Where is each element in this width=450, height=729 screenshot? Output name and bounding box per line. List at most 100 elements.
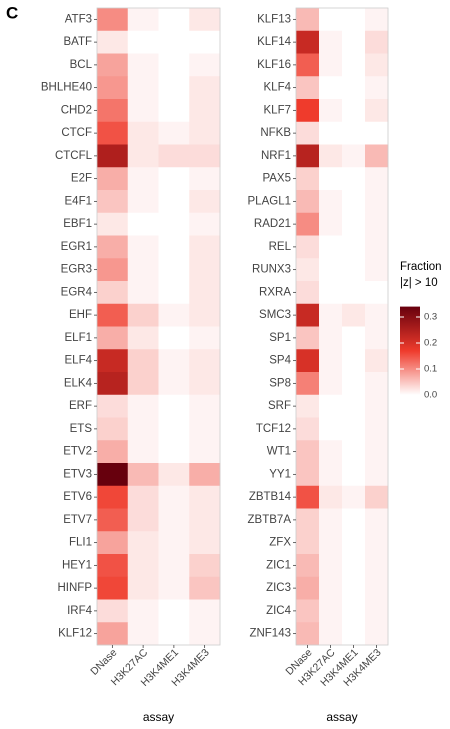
heat-cell: [365, 76, 389, 100]
heat-cell: [365, 235, 389, 259]
heat-cell: [189, 8, 221, 32]
heat-cell: [319, 235, 343, 259]
heat-cell: [319, 144, 343, 168]
y-tick-label: EBF1: [63, 218, 92, 230]
heat-cell: [97, 30, 129, 54]
heat-cell: [296, 76, 320, 100]
heat-cell: [365, 281, 389, 305]
heat-cell: [296, 53, 320, 77]
heat-cell: [97, 622, 129, 646]
heat-cell: [319, 281, 343, 305]
y-tick-label: ZIC1: [266, 559, 291, 571]
heat-cell: [189, 190, 221, 214]
panel-frame: [96, 7, 221, 646]
y-tick-label: HINFP: [58, 582, 93, 594]
heat-cell: [127, 440, 159, 464]
heat-cell: [296, 554, 320, 578]
y-tick-label: KLF12: [58, 628, 92, 640]
heat-cell: [319, 372, 343, 396]
heat-cell: [319, 440, 343, 464]
y-tick-label: CTCF: [61, 127, 92, 139]
heat-cell: [342, 554, 366, 578]
heat-cell: [189, 258, 221, 282]
y-tick-label: BHLHE40: [41, 82, 92, 94]
heat-cell: [296, 235, 320, 259]
heat-cell: [127, 394, 159, 418]
heat-cell: [127, 121, 159, 145]
heat-cell: [319, 508, 343, 532]
y-tick-label: RAD21: [254, 218, 291, 230]
heat-cell: [189, 235, 221, 259]
heat-cell: [158, 394, 190, 418]
heat-cell: [158, 53, 190, 77]
heat-cell: [342, 53, 366, 77]
heat-cell: [97, 8, 129, 32]
heat-cell: [158, 144, 190, 168]
heat-cell: [342, 417, 366, 441]
heat-cell: [365, 394, 389, 418]
y-tick-label: ETV2: [63, 446, 92, 458]
heat-cell: [365, 463, 389, 487]
heat-cell: [127, 8, 159, 32]
heat-cell: [296, 167, 320, 191]
heat-cell: [127, 508, 159, 532]
heat-cell: [127, 167, 159, 191]
heat-cell: [296, 8, 320, 32]
heat-cell: [296, 440, 320, 464]
heat-cell: [127, 622, 159, 646]
heat-cell: [97, 508, 129, 532]
y-tick-label: ZBTB14: [249, 491, 292, 503]
heat-cell: [189, 281, 221, 305]
heat-cell: [342, 622, 366, 646]
heat-cell: [97, 144, 129, 168]
heat-cell: [342, 349, 366, 373]
heat-cell: [365, 212, 389, 236]
heat-cell: [189, 599, 221, 623]
y-tick-label: KLF14: [257, 36, 291, 48]
heat-cell: [189, 463, 221, 487]
heat-cell: [365, 440, 389, 464]
heat-cell: [97, 576, 129, 600]
y-tick-label: KLF16: [257, 59, 291, 71]
heat-cell: [319, 326, 343, 350]
y-tick-label: TCF12: [256, 423, 291, 435]
heat-cell: [97, 349, 129, 373]
heat-cell: [296, 303, 320, 327]
heat-cell: [97, 167, 129, 191]
heat-cell: [365, 144, 389, 168]
heat-cell: [342, 531, 366, 555]
heat-cell: [342, 76, 366, 100]
heat-cell: [189, 508, 221, 532]
colorbar-tick-label: 0.0: [424, 390, 437, 401]
heat-cell: [342, 30, 366, 54]
y-tick-label: HEY1: [62, 559, 92, 571]
heat-cell: [189, 622, 221, 646]
heat-cell: [319, 531, 343, 555]
heat-cell: [97, 394, 129, 418]
heat-cell: [365, 622, 389, 646]
heat-cell: [127, 53, 159, 77]
heat-cell: [127, 281, 159, 305]
heat-cell: [365, 576, 389, 600]
heat-cell: [97, 212, 129, 236]
heat-cell: [189, 121, 221, 145]
heat-cell: [189, 531, 221, 555]
heat-cell: [365, 30, 389, 54]
y-tick-label: SP1: [269, 332, 291, 344]
heat-cell: [97, 281, 129, 305]
panel-label: C: [6, 3, 18, 22]
y-tick-label: E2F: [71, 173, 92, 185]
heat-cell: [319, 394, 343, 418]
y-tick-label: EGR1: [61, 241, 92, 253]
heat-cell: [158, 303, 190, 327]
x-axis-label: assay: [326, 710, 357, 724]
y-tick-label: IRF4: [67, 605, 93, 617]
heat-cell: [97, 440, 129, 464]
heat-cell: [319, 53, 343, 77]
heat-cell: [158, 440, 190, 464]
heat-cell: [342, 281, 366, 305]
heat-cell: [189, 326, 221, 350]
heat-cell: [158, 599, 190, 623]
heat-cell: [296, 576, 320, 600]
y-tick-label: E4F1: [65, 195, 93, 207]
